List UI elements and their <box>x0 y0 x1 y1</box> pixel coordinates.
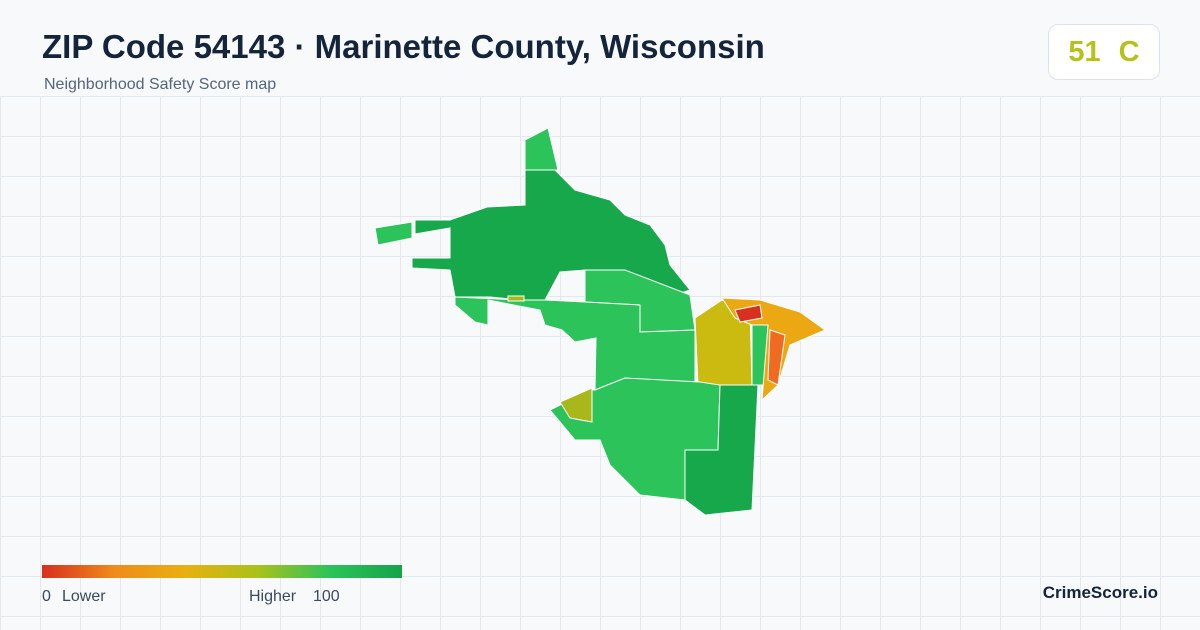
region <box>734 304 763 323</box>
legend-max-label: Higher <box>249 588 297 605</box>
title: ZIP Code 54143 · Marinette County, Wisco… <box>42 28 765 65</box>
region <box>559 387 593 423</box>
region <box>374 221 413 246</box>
region <box>694 299 753 386</box>
header <box>0 0 1200 96</box>
legend-min-label: Lower <box>62 588 106 605</box>
score-badge: 51 C <box>1048 24 1160 80</box>
legend-min: 0 <box>42 588 51 605</box>
legend-max: 100 <box>313 588 340 605</box>
legend-gradient <box>42 565 402 578</box>
brand: CrimeScore.io <box>1042 583 1158 602</box>
region <box>684 384 759 516</box>
region <box>767 329 786 386</box>
subtitle: Neighborhood Safety Score map <box>44 76 277 93</box>
region <box>507 295 525 302</box>
region <box>454 296 696 391</box>
region <box>524 127 559 171</box>
grade: C <box>1118 35 1140 68</box>
score: 51 <box>1068 35 1101 68</box>
